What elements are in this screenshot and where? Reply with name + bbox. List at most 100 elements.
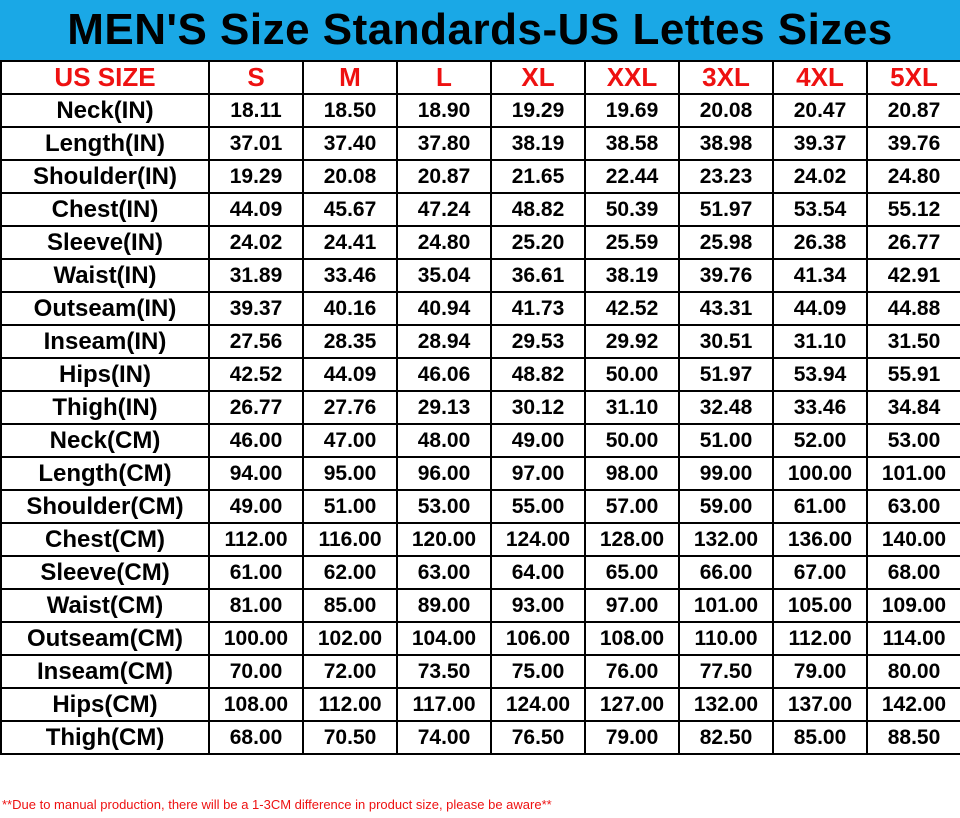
table-cell: 59.00 — [678, 489, 774, 524]
table-cell: 31.10 — [584, 390, 680, 425]
table-cell: 36.61 — [490, 258, 586, 293]
row-label: Shoulder(IN) — [0, 159, 210, 194]
table-cell: 29.53 — [490, 324, 586, 359]
table-cell: 124.00 — [490, 687, 586, 722]
table-cell: 42.91 — [866, 258, 960, 293]
size-disclaimer-note: **Due to manual production, there will b… — [2, 797, 552, 812]
table-cell: 38.19 — [490, 126, 586, 161]
row-label: Neck(IN) — [0, 93, 210, 128]
table-cell: 49.00 — [208, 489, 304, 524]
table-cell: 44.09 — [772, 291, 868, 326]
table-cell: 31.10 — [772, 324, 868, 359]
table-cell: 33.46 — [302, 258, 398, 293]
table-cell: 61.00 — [772, 489, 868, 524]
table-row: Waist(IN) 31.89 33.46 35.04 36.61 38.19 39.76 4… — [0, 258, 960, 293]
table-cell: 101.00 — [866, 456, 960, 491]
table-cell: 108.00 — [584, 621, 680, 656]
table-cell: 40.16 — [302, 291, 398, 326]
table-cell: 97.00 — [584, 588, 680, 623]
table-cell: 76.50 — [490, 720, 586, 755]
table-cell: 24.80 — [866, 159, 960, 194]
table-row: Sleeve(IN) 24.02 24.41 24.80 25.20 25.59 25.98… — [0, 225, 960, 260]
table-cell: 104.00 — [396, 621, 492, 656]
table-row: Chest(CM) 112.00 116.00 120.00 124.00 128.00 1… — [0, 522, 960, 557]
table-cell: 72.00 — [302, 654, 398, 689]
table-cell: 20.08 — [302, 159, 398, 194]
column-header-us-size: US SIZE — [0, 60, 210, 95]
table-cell: 97.00 — [490, 456, 586, 491]
table-row: Hips(CM) 108.00 112.00 117.00 124.00 127.00 13… — [0, 687, 960, 722]
table-cell: 68.00 — [866, 555, 960, 590]
table-cell: 26.77 — [866, 225, 960, 260]
table-cell: 37.80 — [396, 126, 492, 161]
table-cell: 20.87 — [866, 93, 960, 128]
table-row: Outseam(IN) 39.37 40.16 40.94 41.73 42.52 43.3… — [0, 291, 960, 326]
row-label: Outseam(CM) — [0, 621, 210, 656]
table-cell: 73.50 — [396, 654, 492, 689]
table-cell: 41.73 — [490, 291, 586, 326]
table-cell: 48.00 — [396, 423, 492, 458]
table-cell: 132.00 — [678, 687, 774, 722]
table-cell: 38.58 — [584, 126, 680, 161]
table-row: Thigh(IN) 26.77 27.76 29.13 30.12 31.10 32.48 3… — [0, 390, 960, 425]
table-cell: 51.97 — [678, 192, 774, 227]
row-label: Hips(CM) — [0, 687, 210, 722]
table-cell: 117.00 — [396, 687, 492, 722]
column-header-l: L — [396, 60, 492, 95]
column-header-4xl: 4XL — [772, 60, 868, 95]
table-cell: 65.00 — [584, 555, 680, 590]
table-cell: 22.44 — [584, 159, 680, 194]
table-cell: 57.00 — [584, 489, 680, 524]
row-label: Waist(CM) — [0, 588, 210, 623]
table-row: Neck(IN) 18.11 18.50 18.90 19.29 19.69 20.08 20… — [0, 93, 960, 128]
table-row: Neck(CM) 46.00 47.00 48.00 49.00 50.00 51.00 52… — [0, 423, 960, 458]
row-label: Chest(CM) — [0, 522, 210, 557]
table-cell: 34.84 — [866, 390, 960, 425]
table-cell: 18.90 — [396, 93, 492, 128]
table-cell: 31.50 — [866, 324, 960, 359]
table-cell: 70.50 — [302, 720, 398, 755]
table-cell: 63.00 — [866, 489, 960, 524]
table-cell: 21.65 — [490, 159, 586, 194]
table-cell: 48.82 — [490, 357, 586, 392]
table-cell: 19.69 — [584, 93, 680, 128]
table-row: Sleeve(CM) 61.00 62.00 63.00 64.00 65.00 66.00… — [0, 555, 960, 590]
table-cell: 55.00 — [490, 489, 586, 524]
table-row: Inseam(IN) 27.56 28.35 28.94 29.53 29.92 30.51… — [0, 324, 960, 359]
table-cell: 79.00 — [772, 654, 868, 689]
table-cell: 26.38 — [772, 225, 868, 260]
table-row: Waist(CM) 81.00 85.00 89.00 93.00 97.00 101.00… — [0, 588, 960, 623]
table-cell: 46.06 — [396, 357, 492, 392]
table-cell: 41.34 — [772, 258, 868, 293]
table-cell: 38.98 — [678, 126, 774, 161]
table-cell: 99.00 — [678, 456, 774, 491]
table-cell: 47.24 — [396, 192, 492, 227]
table-cell: 88.50 — [866, 720, 960, 755]
table-cell: 85.00 — [772, 720, 868, 755]
table-cell: 96.00 — [396, 456, 492, 491]
table-cell: 33.46 — [772, 390, 868, 425]
table-cell: 45.67 — [302, 192, 398, 227]
table-cell: 19.29 — [490, 93, 586, 128]
row-label: Inseam(IN) — [0, 324, 210, 359]
table-cell: 106.00 — [490, 621, 586, 656]
table-cell: 50.00 — [584, 423, 680, 458]
table-cell: 53.00 — [866, 423, 960, 458]
table-cell: 94.00 — [208, 456, 304, 491]
table-cell: 80.00 — [866, 654, 960, 689]
table-cell: 76.00 — [584, 654, 680, 689]
table-cell: 102.00 — [302, 621, 398, 656]
page-title: MEN'S Size Standards-US Lettes Sizes — [67, 5, 893, 54]
row-label: Sleeve(IN) — [0, 225, 210, 260]
table-cell: 23.23 — [678, 159, 774, 194]
column-header-5xl: 5XL — [866, 60, 960, 95]
table-cell: 38.19 — [584, 258, 680, 293]
table-cell: 52.00 — [772, 423, 868, 458]
table-cell: 66.00 — [678, 555, 774, 590]
table-cell: 128.00 — [584, 522, 680, 557]
table-cell: 24.80 — [396, 225, 492, 260]
table-cell: 79.00 — [584, 720, 680, 755]
table-cell: 100.00 — [208, 621, 304, 656]
table-cell: 53.94 — [772, 357, 868, 392]
table-cell: 136.00 — [772, 522, 868, 557]
